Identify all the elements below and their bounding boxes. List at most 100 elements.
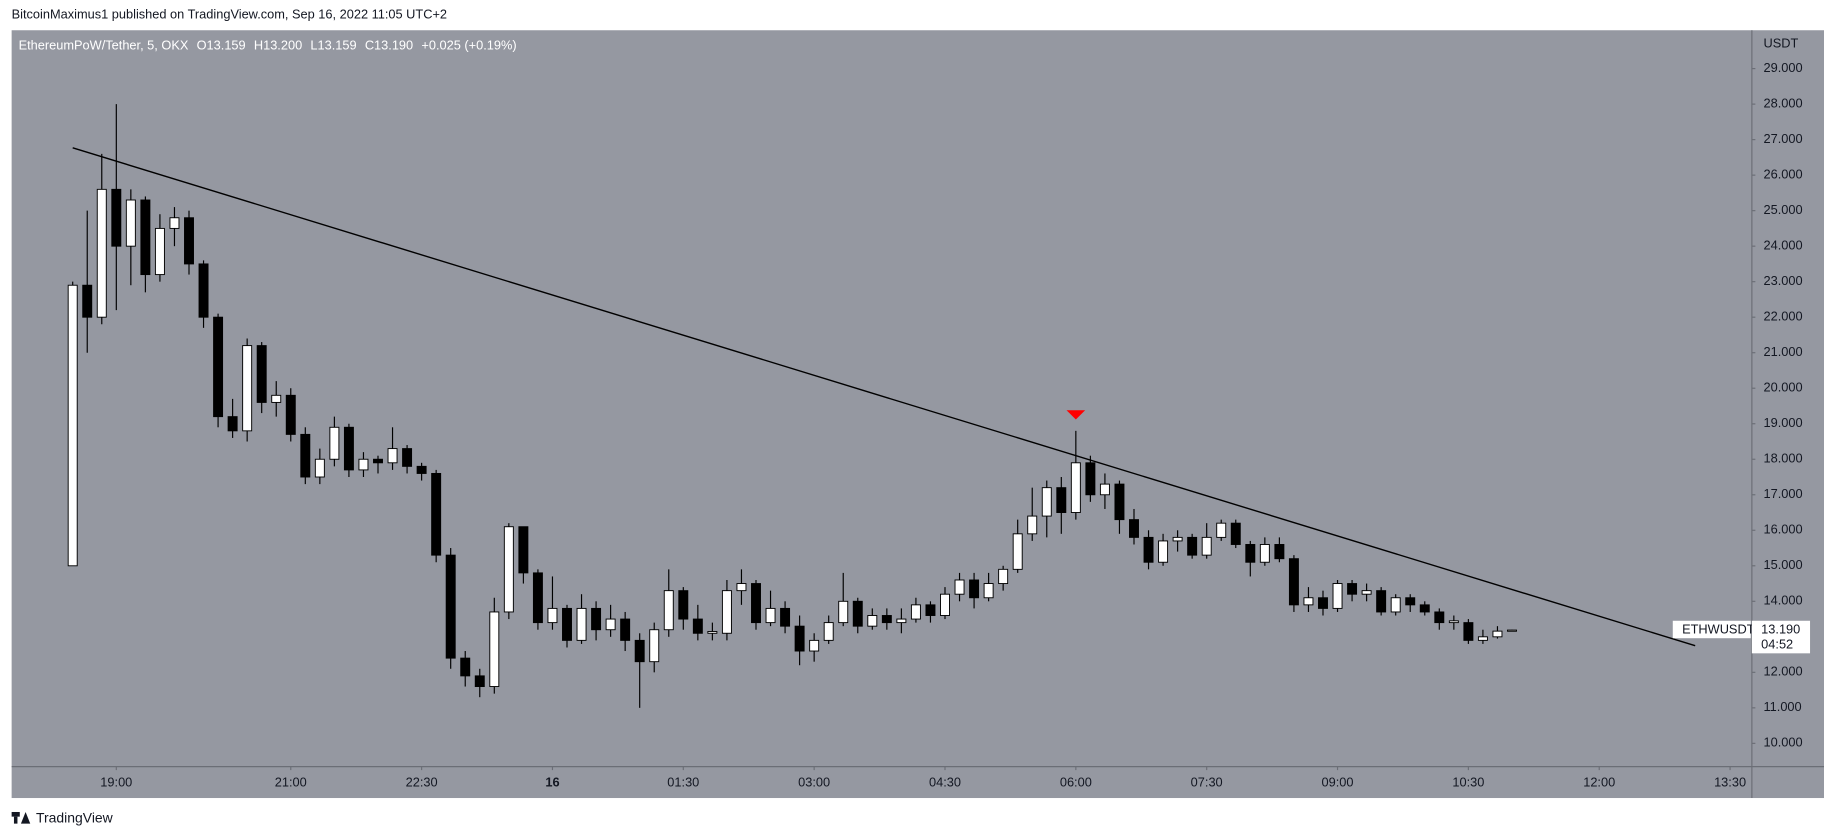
marker [1066,410,1086,420]
x-tick-label: 01:30 [667,774,699,789]
x-tick-label: 21:00 [275,774,307,789]
candle-body [1259,544,1270,563]
candle-body [1434,611,1445,624]
symbol: EthereumPoW/Tether, 5, OKX [19,38,189,53]
candle-body [1332,583,1343,609]
ohlc-close: C13.190 [365,38,413,53]
x-tick-label: 07:30 [1191,774,1223,789]
candle-body [1230,522,1241,545]
ohlc-low: L13.159 [310,38,356,53]
candle-body [1303,597,1314,606]
y-tick-label: 20.000 [1764,380,1803,395]
candle-body [329,426,340,460]
candle-body [96,188,107,318]
candle-body [969,579,980,599]
y-tick-label: 16.000 [1764,522,1803,537]
candle-body [605,618,616,631]
x-tick-label: 06:00 [1060,774,1092,789]
candle-body [1172,536,1183,542]
ticker: ETHWUSDT [1682,621,1755,636]
footer: TradingView [36,810,114,826]
candle-body [634,639,645,663]
candle-body [1085,462,1096,496]
candle-body [271,394,282,403]
candle-body [940,593,950,616]
candle-body [1492,630,1503,638]
candle-body [954,579,965,595]
candle-body [1245,544,1256,563]
candle-body [1419,604,1430,613]
candle-body [140,199,151,276]
legend: EthereumPoW/Tether, 5, OKX O13.159 H13.2… [19,38,517,53]
candle-body [460,657,471,677]
candle-body [910,604,921,620]
candle-body [576,607,587,641]
ticker-box [1672,620,1751,639]
candle-body [1347,583,1358,595]
x-tick-label: 22:30 [406,774,438,789]
candle-body [678,590,689,620]
ohlc-change: +0.025 (+0.19%) [421,38,516,53]
candle-body [67,284,78,567]
countdown: 04:52 [1761,637,1793,652]
candle-body [169,217,180,229]
chart-bg [11,30,1824,799]
candle-body [794,625,805,652]
candle-body [1070,462,1081,513]
y-tick-label: 27.000 [1764,131,1803,146]
candle-body [1318,597,1328,609]
candle-body [1274,544,1285,560]
candle-body [591,607,602,631]
x-tick-label: 04:30 [929,774,961,789]
candle-body [736,583,747,592]
candle-body [1216,522,1227,538]
candle-body [925,604,936,616]
candle-body [445,554,456,659]
candle-body [343,426,354,471]
candle-body [1012,533,1023,570]
candle-body [300,433,311,478]
candle-body [780,607,791,627]
candle-body [1129,519,1139,538]
candle-body [852,600,863,627]
candle-body [1056,487,1067,513]
candle-body [285,394,296,435]
candle-body [1041,487,1052,517]
x-tick-label: 09:00 [1322,774,1354,789]
candle-body [213,316,224,418]
y-tick-label: 22.000 [1764,309,1803,324]
publish-header: BitcoinMaximus1 published on TradingView… [12,6,447,21]
candle-body [620,618,631,641]
candle-body [431,472,442,556]
candle-body [256,345,267,403]
candle-body [402,448,413,467]
candle-body [896,618,907,624]
y-tick-label: 14.000 [1764,593,1803,608]
candle-body [503,526,514,613]
candle-body [184,217,194,265]
y-tick-label: 26.000 [1764,167,1803,182]
candle-body [1027,515,1038,535]
candle-body [547,607,558,624]
candle-body [1158,540,1169,563]
candle-body [1361,590,1372,595]
candle-body [765,607,776,624]
y-tick-label: 28.000 [1764,95,1803,110]
candle-body [518,526,529,574]
ohlc-high: H13.200 [254,38,302,53]
candle-body [692,618,703,634]
price-box [1751,620,1811,654]
candle-body [1114,483,1125,521]
candle-body [1507,629,1517,632]
candle-body [649,629,660,663]
candle-body [838,600,849,624]
candle-body [881,615,892,624]
y-tick-label: 29.000 [1764,60,1803,75]
ohlc-open: O13.159 [197,38,246,53]
x-tick-label: 10:30 [1452,774,1484,789]
candle-body [82,284,93,318]
logo [11,811,31,824]
candle-body [373,458,383,464]
y-tick-label: 18.000 [1764,451,1803,466]
